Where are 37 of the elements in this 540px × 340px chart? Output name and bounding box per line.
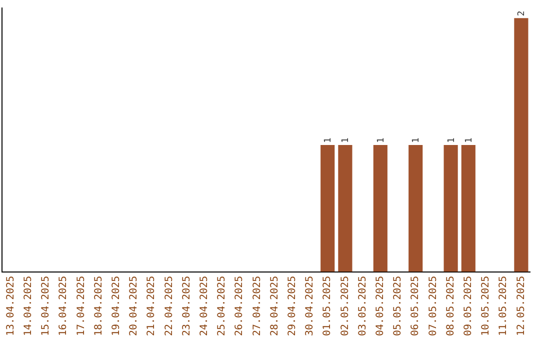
x-tick-label: 18.04.2025 — [93, 276, 104, 336]
x-tick-label: 25.04.2025 — [216, 276, 228, 336]
x-tick-label: 06.05.2025 — [410, 276, 422, 336]
x-tick-label: 20.04.2025 — [128, 276, 140, 336]
x-tick-label: 28.04.2025 — [269, 276, 280, 336]
x-tick-label: 23.04.2025 — [181, 276, 192, 336]
x-tick-label: 02.05.2025 — [340, 276, 351, 336]
data-label: 1 — [464, 138, 474, 143]
data-label: 1 — [341, 138, 352, 143]
x-tick-label: 26.04.2025 — [234, 276, 246, 336]
x-tick-label: 17.04.2025 — [76, 276, 87, 336]
x-tick-label: 11.05.2025 — [498, 276, 510, 336]
x-tick-label: 03.05.2025 — [357, 276, 368, 336]
x-tick-label: 21.04.2025 — [146, 276, 158, 336]
data-label: 1 — [446, 138, 457, 143]
x-tick-label: 10.05.2025 — [480, 276, 492, 336]
data-label: 2 — [517, 10, 528, 16]
x-tick-label: 24.04.2025 — [198, 276, 210, 336]
x-tick-label: 13.04.2025 — [5, 276, 16, 336]
x-tick-label: 14.04.2025 — [22, 276, 34, 336]
x-tick-label: 08.05.2025 — [445, 276, 456, 336]
x-tick-label: 16.04.2025 — [58, 276, 70, 336]
data-label: 1 — [324, 138, 334, 143]
x-tick-label: 12.05.2025 — [516, 276, 527, 336]
x-tick-label: 05.05.2025 — [392, 276, 404, 336]
x-tick-label: 22.04.2025 — [164, 276, 175, 336]
x-tick-label: 19.04.2025 — [110, 276, 122, 336]
x-tick-label: 07.05.2025 — [428, 276, 439, 336]
data-label: 1 — [376, 138, 386, 143]
x-tick-label: 15.04.2025 — [40, 276, 52, 336]
x-tick-label: 01.05.2025 — [322, 276, 334, 336]
data-label: 1 — [412, 138, 422, 143]
x-tick-label: 30.04.2025 — [304, 276, 316, 336]
x-tick-label: 09.05.2025 — [462, 276, 474, 336]
x-tick-label: 04.05.2025 — [374, 276, 386, 336]
x-tick-label: 27.04.2025 — [252, 276, 263, 336]
x-tick-label: 29.04.2025 — [286, 276, 298, 336]
